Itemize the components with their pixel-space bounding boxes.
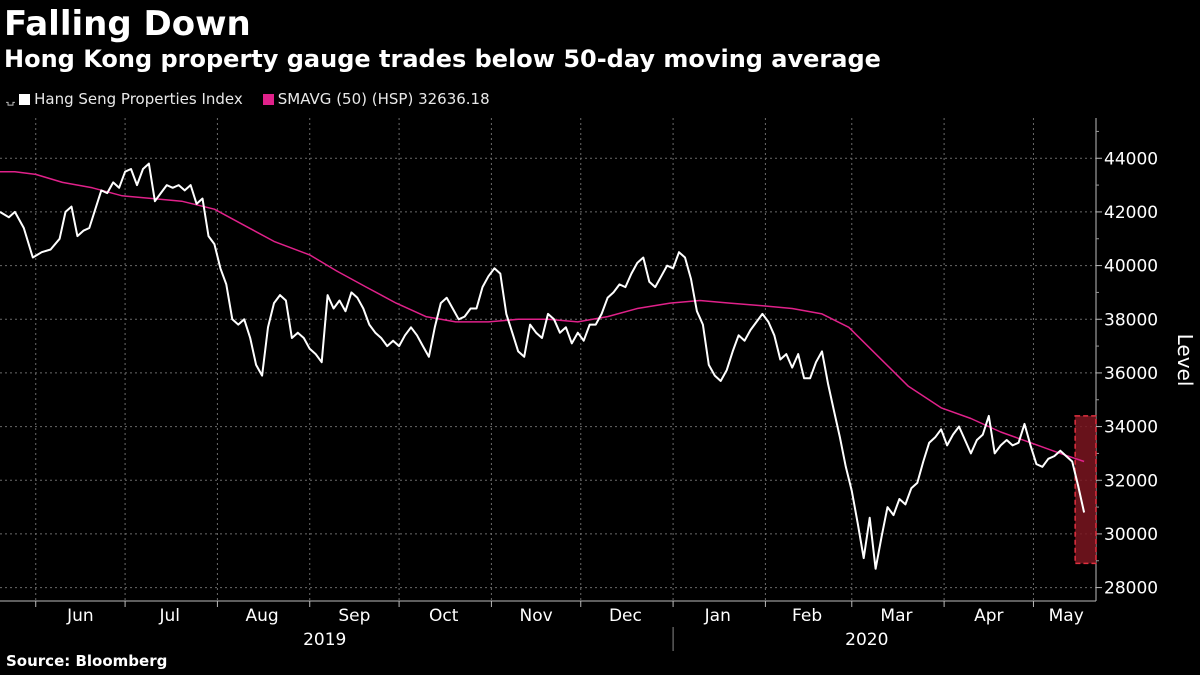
y-tick-label: 32000 xyxy=(1104,471,1158,491)
legend-swatch-index xyxy=(19,93,31,105)
x-tick-label: Jul xyxy=(159,606,181,626)
chart-subtitle: Hong Kong property gauge trades below 50… xyxy=(4,45,881,73)
y-tick-label: 40000 xyxy=(1104,257,1158,277)
x-tick-label: Dec xyxy=(609,606,642,626)
chart-title: Falling Down xyxy=(4,4,251,44)
legend-label-index: Hang Seng Properties Index xyxy=(34,90,243,108)
y-tick-label: 30000 xyxy=(1104,525,1158,545)
x-tick-label: Nov xyxy=(519,606,552,626)
series-line-smavg xyxy=(0,170,1085,463)
x-tick-label: Mar xyxy=(880,606,912,626)
x-tick-label: Jan xyxy=(704,606,731,626)
legend: ⍽ Hang Seng Properties Index SMAVG (50) … xyxy=(6,90,504,108)
x-tick-label: Aug xyxy=(245,606,278,626)
y-tick-label: 44000 xyxy=(1104,149,1158,169)
y-tick-label: 28000 xyxy=(1104,579,1158,599)
y-axis-title: Level xyxy=(1173,334,1197,387)
series-line-index xyxy=(0,162,1086,570)
legend-pin-icon: ⍽ xyxy=(6,92,16,106)
x-tick-label: Apr xyxy=(974,606,1003,626)
y-tick-label: 36000 xyxy=(1104,364,1158,384)
x-tick-label: Sep xyxy=(338,606,370,626)
x-tick-label: May xyxy=(1049,606,1084,626)
legend-swatch-smavg xyxy=(262,93,274,105)
y-tick-label: 42000 xyxy=(1104,203,1158,223)
year-label: 2020 xyxy=(845,630,888,650)
y-tick-label: 38000 xyxy=(1104,310,1158,330)
x-tick-label: Oct xyxy=(429,606,459,626)
highlight-box xyxy=(1074,415,1097,565)
x-tick-label: Jun xyxy=(66,606,94,626)
legend-label-smavg: SMAVG (50) (HSP) 32636.18 xyxy=(277,90,490,108)
y-tick-label: 34000 xyxy=(1104,418,1158,438)
legend-item-smavg: SMAVG (50) (HSP) 32636.18 xyxy=(262,90,490,108)
year-label: 2019 xyxy=(303,630,346,650)
x-tick-label: Feb xyxy=(792,606,822,626)
legend-item-index: Hang Seng Properties Index xyxy=(19,90,243,108)
source-note: Source: Bloomberg xyxy=(6,652,168,670)
